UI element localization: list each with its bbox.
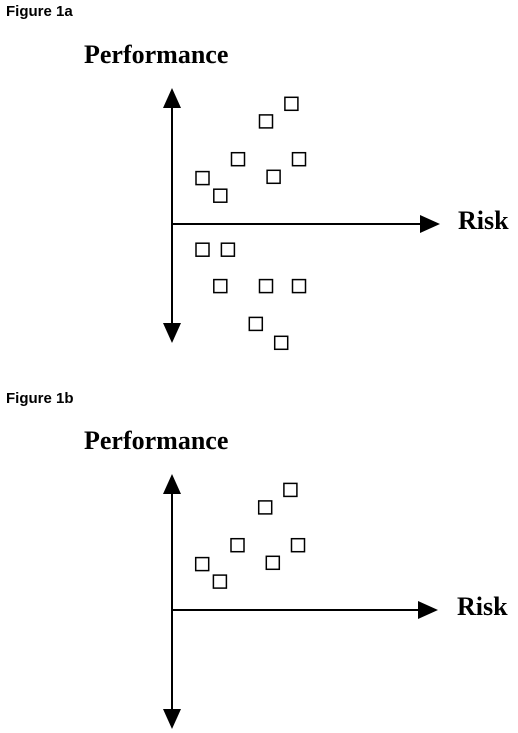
figure-1b-y-axis-arrow-up bbox=[163, 474, 181, 494]
figure-1b-y-axis-title: Performance bbox=[84, 426, 229, 455]
figure-1a-point-7 bbox=[291, 151, 307, 167]
figure-1a-point-3 bbox=[230, 151, 246, 167]
figure-1a-point-5 bbox=[266, 169, 281, 185]
figure-1a-x-axis-arrow bbox=[420, 215, 440, 233]
figure-1a-point-12 bbox=[291, 278, 307, 294]
figure-1a-point-6 bbox=[284, 96, 299, 112]
figure-1a-point-11 bbox=[258, 278, 274, 294]
figure-1b-x-axis-title: Risk bbox=[457, 592, 508, 621]
figure-1b-x-axis-arrow bbox=[418, 601, 438, 619]
figure-1a-point-14 bbox=[273, 335, 289, 351]
figure-1b-point-5 bbox=[265, 555, 281, 571]
figure-1a-point-2 bbox=[213, 188, 228, 203]
figure-1b-y-axis-arrow-down bbox=[163, 709, 181, 729]
figure-1a-x-axis-title: Risk bbox=[458, 206, 509, 235]
figure-1a-point-1 bbox=[195, 170, 210, 186]
figure-1b-point-3 bbox=[230, 537, 245, 553]
figure-1a-label: Figure 1a bbox=[6, 3, 73, 20]
figure-1b-point-7 bbox=[290, 537, 306, 553]
figure-1a-y-axis-arrow-down bbox=[163, 323, 181, 343]
figure-1b-point-6 bbox=[283, 482, 298, 498]
figure-1a-plot bbox=[163, 88, 440, 351]
figure-1a-point-10 bbox=[213, 278, 228, 294]
figure-1b-point-2 bbox=[212, 574, 228, 589]
figure-1a-point-4 bbox=[258, 114, 274, 129]
figure-1a-point-13 bbox=[248, 316, 264, 332]
figure-1a-y-axis-title: Performance bbox=[84, 40, 229, 69]
figure-1b-label: Figure 1b bbox=[6, 390, 74, 407]
figure-1a-point-9 bbox=[220, 242, 236, 257]
figure-1b-point-4 bbox=[257, 500, 273, 515]
figure-1a-y-axis-arrow-up bbox=[163, 88, 181, 108]
figure-1a-point-8 bbox=[195, 242, 210, 257]
figure-1b-point-1 bbox=[194, 556, 210, 572]
